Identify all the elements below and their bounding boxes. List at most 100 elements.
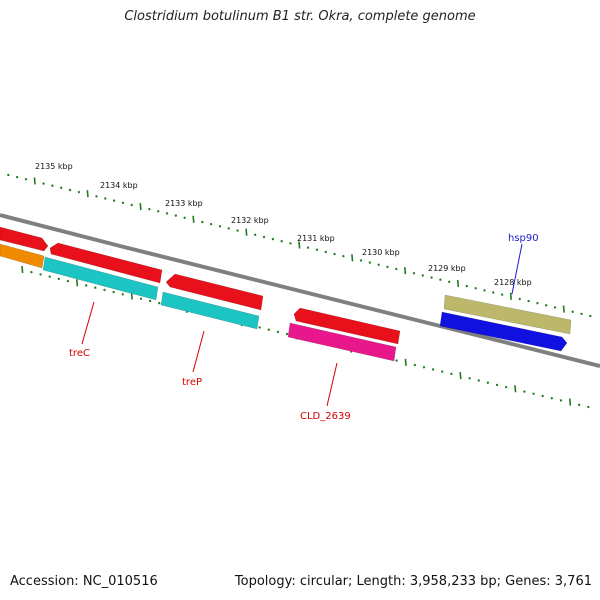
ruler-minor-tick xyxy=(104,197,107,200)
ruler-minor-tick xyxy=(174,214,178,217)
ruler-minor-tick xyxy=(486,381,490,384)
ruler-minor-tick xyxy=(7,173,10,177)
ruler-major-tick xyxy=(75,279,79,287)
gene-feature[interactable] xyxy=(160,291,260,330)
ruler-minor-tick xyxy=(439,278,442,281)
ruler-minor-tick xyxy=(315,248,319,252)
ruler-minor-tick xyxy=(577,403,581,407)
ruler-minor-tick xyxy=(447,280,451,284)
gene-feature[interactable] xyxy=(0,226,49,252)
gene-feature[interactable] xyxy=(443,294,572,335)
gene-feature[interactable] xyxy=(42,256,159,301)
gene-label-treC[interactable]: treC xyxy=(69,348,90,359)
gene-feature[interactable] xyxy=(0,243,45,269)
ruler-minor-tick xyxy=(465,284,469,288)
ruler-minor-tick xyxy=(94,286,97,289)
tick-label: 2135 kbp xyxy=(35,162,73,171)
ruler-minor-tick xyxy=(51,184,54,187)
ruler-minor-tick xyxy=(84,284,88,287)
ruler-minor-tick xyxy=(580,312,583,316)
ruler-minor-tick xyxy=(386,265,389,269)
ruler-minor-tick xyxy=(157,301,161,305)
ruler-minor-tick xyxy=(139,297,143,301)
ruler-minor-tick xyxy=(474,286,477,290)
ruler-major-tick xyxy=(130,292,133,300)
ruler-minor-tick xyxy=(227,227,231,230)
gene-feature[interactable] xyxy=(165,273,264,311)
ruler-major-tick xyxy=(404,267,407,275)
ruler-minor-tick xyxy=(359,259,363,262)
ruler-major-tick xyxy=(514,385,517,393)
tick-label: 2128 kbp xyxy=(494,278,532,287)
ruler-minor-tick xyxy=(324,250,328,254)
tick-label: 2132 kbp xyxy=(231,216,269,225)
ruler-minor-tick xyxy=(523,390,526,393)
ruler-major-tick xyxy=(562,305,565,313)
ruler-minor-tick xyxy=(24,177,28,181)
ruler-minor-tick xyxy=(587,405,590,409)
ruler-minor-tick xyxy=(518,297,522,301)
ruler-minor-tick xyxy=(42,182,45,185)
ruler-minor-tick xyxy=(262,235,266,239)
ruler-major-tick xyxy=(192,215,195,223)
leader-line xyxy=(326,362,338,407)
ruler-minor-tick xyxy=(59,186,63,190)
ruler-minor-tick xyxy=(209,222,213,226)
ruler-major-tick xyxy=(21,265,24,274)
ruler-minor-tick xyxy=(165,212,169,215)
ruler-minor-tick xyxy=(544,304,548,307)
gene-feature[interactable] xyxy=(287,322,397,362)
ruler-minor-tick xyxy=(412,271,416,275)
ruler-minor-tick xyxy=(395,359,398,362)
ruler-minor-tick xyxy=(306,246,310,249)
gene-label-hsp90[interactable]: hsp90 xyxy=(508,233,539,244)
ruler-minor-tick xyxy=(121,201,125,205)
gene-label-cld2639[interactable]: CLD_2639 xyxy=(300,411,351,422)
tick-label: 2130 kbp xyxy=(362,248,400,257)
ruler-minor-tick xyxy=(413,363,417,367)
ruler-major-tick xyxy=(245,228,248,236)
gene-label-treP[interactable]: treP xyxy=(182,377,202,388)
ruler-minor-tick xyxy=(148,299,152,303)
map-title: Clostridium botulinum B1 str. Okra, comp… xyxy=(124,9,476,24)
ruler-minor-tick xyxy=(342,254,345,258)
ruler-minor-tick xyxy=(527,299,530,303)
ruler-minor-tick xyxy=(39,273,42,276)
ruler-minor-tick xyxy=(368,261,372,264)
gene-feature[interactable] xyxy=(439,311,568,352)
ruler-major-tick xyxy=(456,279,460,288)
ruler-minor-tick xyxy=(289,242,292,245)
gene-feature[interactable] xyxy=(49,242,163,284)
ruler-major-tick xyxy=(351,254,354,262)
gene-labels: treC treP CLD_2639 hsp90 xyxy=(69,233,539,422)
ruler-minor-tick xyxy=(267,328,271,331)
ruler-minor-tick xyxy=(536,301,539,305)
accession-text: Accession: NC_010516 xyxy=(10,574,158,589)
ruler-minor-tick xyxy=(589,314,592,318)
genome-stats-text: Topology: circular; Length: 3,958,233 bp… xyxy=(234,574,592,589)
tick-label: 2131 kbp xyxy=(297,234,335,243)
ruler-minor-tick xyxy=(66,279,70,283)
ruler-minor-tick xyxy=(103,288,106,292)
ruler-minor-tick xyxy=(112,199,116,202)
ruler-minor-tick xyxy=(218,224,222,228)
ruler-minor-tick xyxy=(559,399,563,402)
ruler-minor-tick xyxy=(504,385,508,389)
gene-feature[interactable] xyxy=(293,307,401,345)
ruler-minor-tick xyxy=(183,216,186,220)
ruler-minor-tick xyxy=(112,290,115,294)
ruler-minor-tick xyxy=(30,270,33,274)
ruler-minor-tick xyxy=(121,293,124,296)
ruler-major-tick xyxy=(298,241,301,249)
ruler-major-tick xyxy=(509,292,513,300)
ruler-minor-tick xyxy=(483,289,486,292)
ruler-major-tick xyxy=(33,177,36,185)
ruler-tick-labels: 2135 kbp 2134 kbp 2133 kbp 2132 kbp 2131… xyxy=(35,162,532,287)
tick-label: 2129 kbp xyxy=(428,264,466,273)
ruler-major-tick xyxy=(568,398,572,406)
ruler-minor-tick xyxy=(236,229,239,232)
ruler-minor-tick xyxy=(450,372,453,376)
leader-line xyxy=(511,243,523,295)
